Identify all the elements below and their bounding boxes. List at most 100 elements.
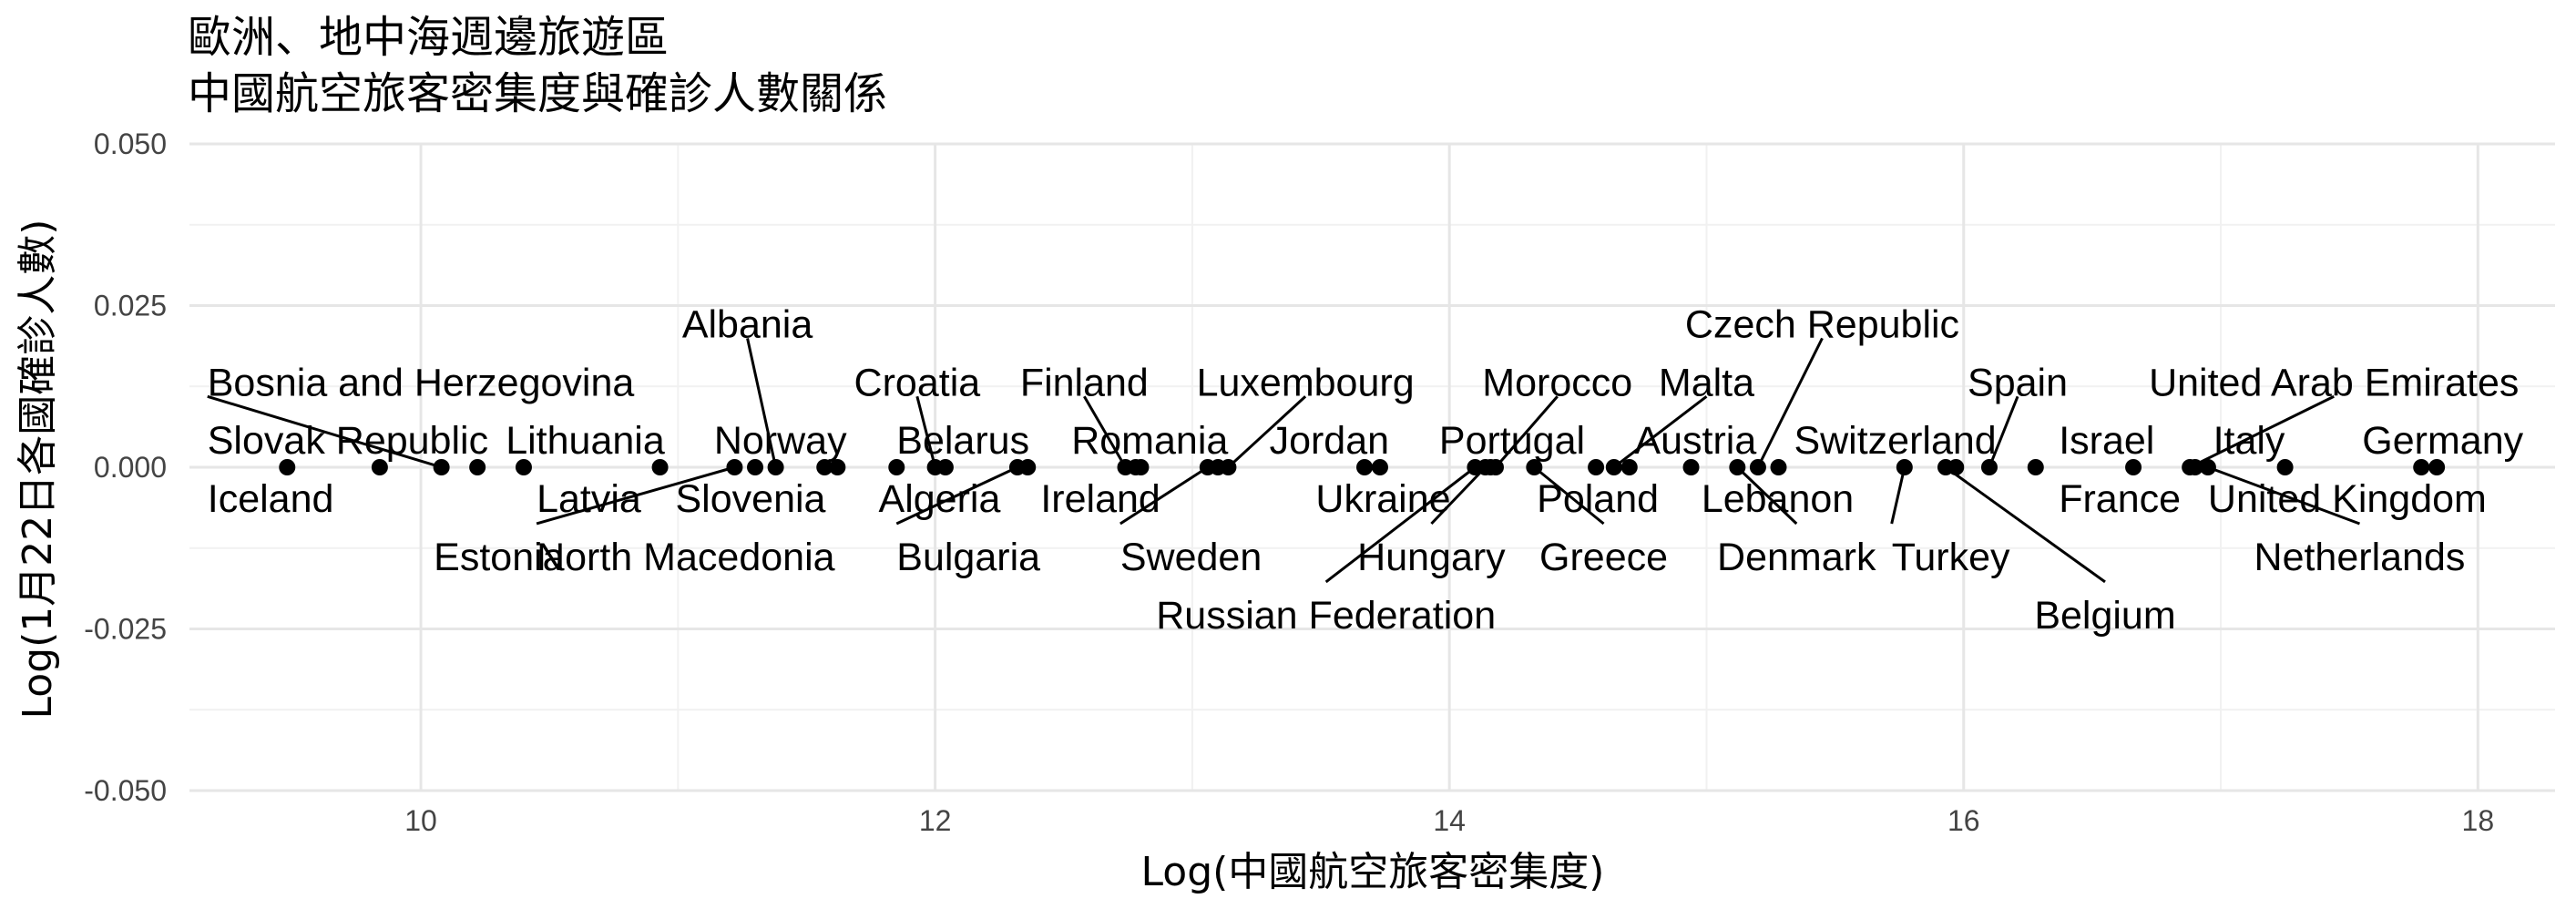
data-point — [1980, 459, 1998, 475]
data-point — [515, 459, 532, 475]
y-tick-label: -0.050 — [84, 774, 167, 807]
data-point — [2125, 459, 2142, 475]
x-tick-label: 16 — [1947, 804, 1980, 837]
point-label: Belgium — [2034, 594, 2175, 638]
data-point — [816, 459, 833, 475]
x-tick-label: 14 — [1433, 804, 1466, 837]
x-tick-label: 10 — [404, 804, 437, 837]
point-label: Israel — [2059, 419, 2154, 463]
label-leader-line — [746, 338, 778, 468]
data-point — [651, 459, 669, 475]
point-label: Hungary — [1357, 536, 1506, 579]
point-label: United Arab Emirates — [2149, 361, 2519, 404]
point-label: Finland — [1020, 361, 1149, 404]
point-label: Lithuania — [506, 419, 665, 463]
point-label: Greece — [1539, 536, 1668, 579]
point-label: Switzerland — [1794, 419, 1996, 463]
point-label: France — [2059, 477, 2181, 521]
point-label: Estonia — [434, 536, 565, 579]
data-point — [1896, 459, 1913, 475]
y-axis-title: Log(1月22日各國確診人數) — [15, 220, 61, 720]
data-point — [1132, 459, 1150, 475]
data-point — [1605, 459, 1622, 475]
data-point — [2186, 459, 2203, 475]
grid — [189, 142, 2555, 792]
label-leader-line — [895, 465, 1018, 526]
point-label: Algeria — [879, 477, 1001, 521]
point-label: Bosnia and Herzegovina — [208, 361, 635, 404]
data-point — [1682, 459, 1700, 475]
data-point — [1588, 459, 1605, 475]
point-label: Romania — [1071, 419, 1228, 463]
point-label: Slovenia — [676, 477, 826, 521]
label-leader-line — [2189, 394, 2335, 469]
point-label: Sweden — [1120, 536, 1262, 579]
data-point — [1729, 459, 1746, 475]
tick-labels: 10 12 14 16 18 -0.050 -0.025 0.000 0.025 0.050 — [84, 128, 2494, 837]
point-label: North Macedonia — [537, 536, 835, 579]
label-leader-line — [1430, 465, 1487, 526]
label-leader-line — [1612, 395, 1708, 469]
point-label: Austria — [1634, 419, 1756, 463]
point-label: Slovak Republic — [208, 419, 488, 463]
data-point — [747, 459, 764, 475]
label-leader-line — [915, 395, 937, 468]
chart-title-line-1: 歐洲、地中海週邊旅遊區 — [188, 12, 669, 63]
point-label: Bulgaria — [896, 536, 1040, 579]
chart-title-line-2: 中國航空旅客密集度與確診人數關係 — [188, 68, 887, 119]
x-tick-label: 12 — [919, 804, 952, 837]
label-leader-line — [207, 394, 443, 469]
data-point — [1770, 459, 1787, 475]
y-tick-label: -0.025 — [84, 613, 167, 646]
label-leader-line — [1736, 465, 1798, 526]
data-point — [433, 459, 450, 475]
point-label: Albania — [682, 302, 813, 346]
data-point — [888, 459, 905, 475]
point-label: Luxembourg — [1197, 361, 1415, 404]
point-label: Ireland — [1040, 477, 1160, 521]
data-point — [1482, 459, 1499, 475]
point-label: Denmark — [1717, 536, 1876, 579]
label-leader-line — [1083, 395, 1127, 468]
point-label: Malta — [1659, 361, 1754, 404]
point-label: Spain — [1968, 361, 2068, 404]
data-point — [469, 459, 486, 475]
point-labels: Iceland Slovak Republic Bosnia and Herzego… — [208, 302, 2524, 638]
point-label: Ukraine — [1315, 477, 1450, 521]
label-leader-line — [1119, 465, 1209, 526]
data-point — [2413, 459, 2430, 475]
x-tick-label: 18 — [2462, 804, 2495, 837]
point-label: Poland — [1537, 477, 1659, 521]
data-point — [1526, 459, 1543, 475]
data-point — [1220, 459, 1237, 475]
point-label: Portugal — [1439, 419, 1585, 463]
data-point — [1371, 459, 1388, 475]
label-leader-line — [536, 465, 735, 526]
label-leader-line — [1324, 465, 1477, 584]
data-point — [279, 459, 296, 475]
data-points — [279, 459, 2446, 475]
point-label: Netherlands — [2254, 536, 2466, 579]
point-label: Jordan — [1270, 419, 1389, 463]
label-leader-line — [1494, 395, 1559, 468]
point-label: Morocco — [1482, 361, 1632, 404]
data-point — [726, 459, 743, 475]
data-point — [2428, 459, 2446, 475]
data-point — [2276, 459, 2294, 475]
point-label: United Kingdom — [2208, 477, 2487, 521]
data-point — [1620, 459, 1638, 475]
data-point — [2027, 459, 2044, 475]
point-label: Lebanon — [1702, 477, 1854, 521]
point-label: Belarus — [896, 419, 1029, 463]
data-point — [1947, 459, 1965, 475]
y-tick-label: 0.025 — [94, 290, 167, 322]
point-label: Latvia — [537, 477, 641, 521]
point-label: Norway — [714, 419, 847, 463]
point-label: Italy — [2213, 419, 2285, 463]
label-leader-line — [1533, 465, 1605, 526]
label-leader-line — [1227, 395, 1307, 469]
data-point — [829, 459, 846, 475]
data-point — [2199, 459, 2216, 475]
data-point — [1356, 459, 1374, 475]
